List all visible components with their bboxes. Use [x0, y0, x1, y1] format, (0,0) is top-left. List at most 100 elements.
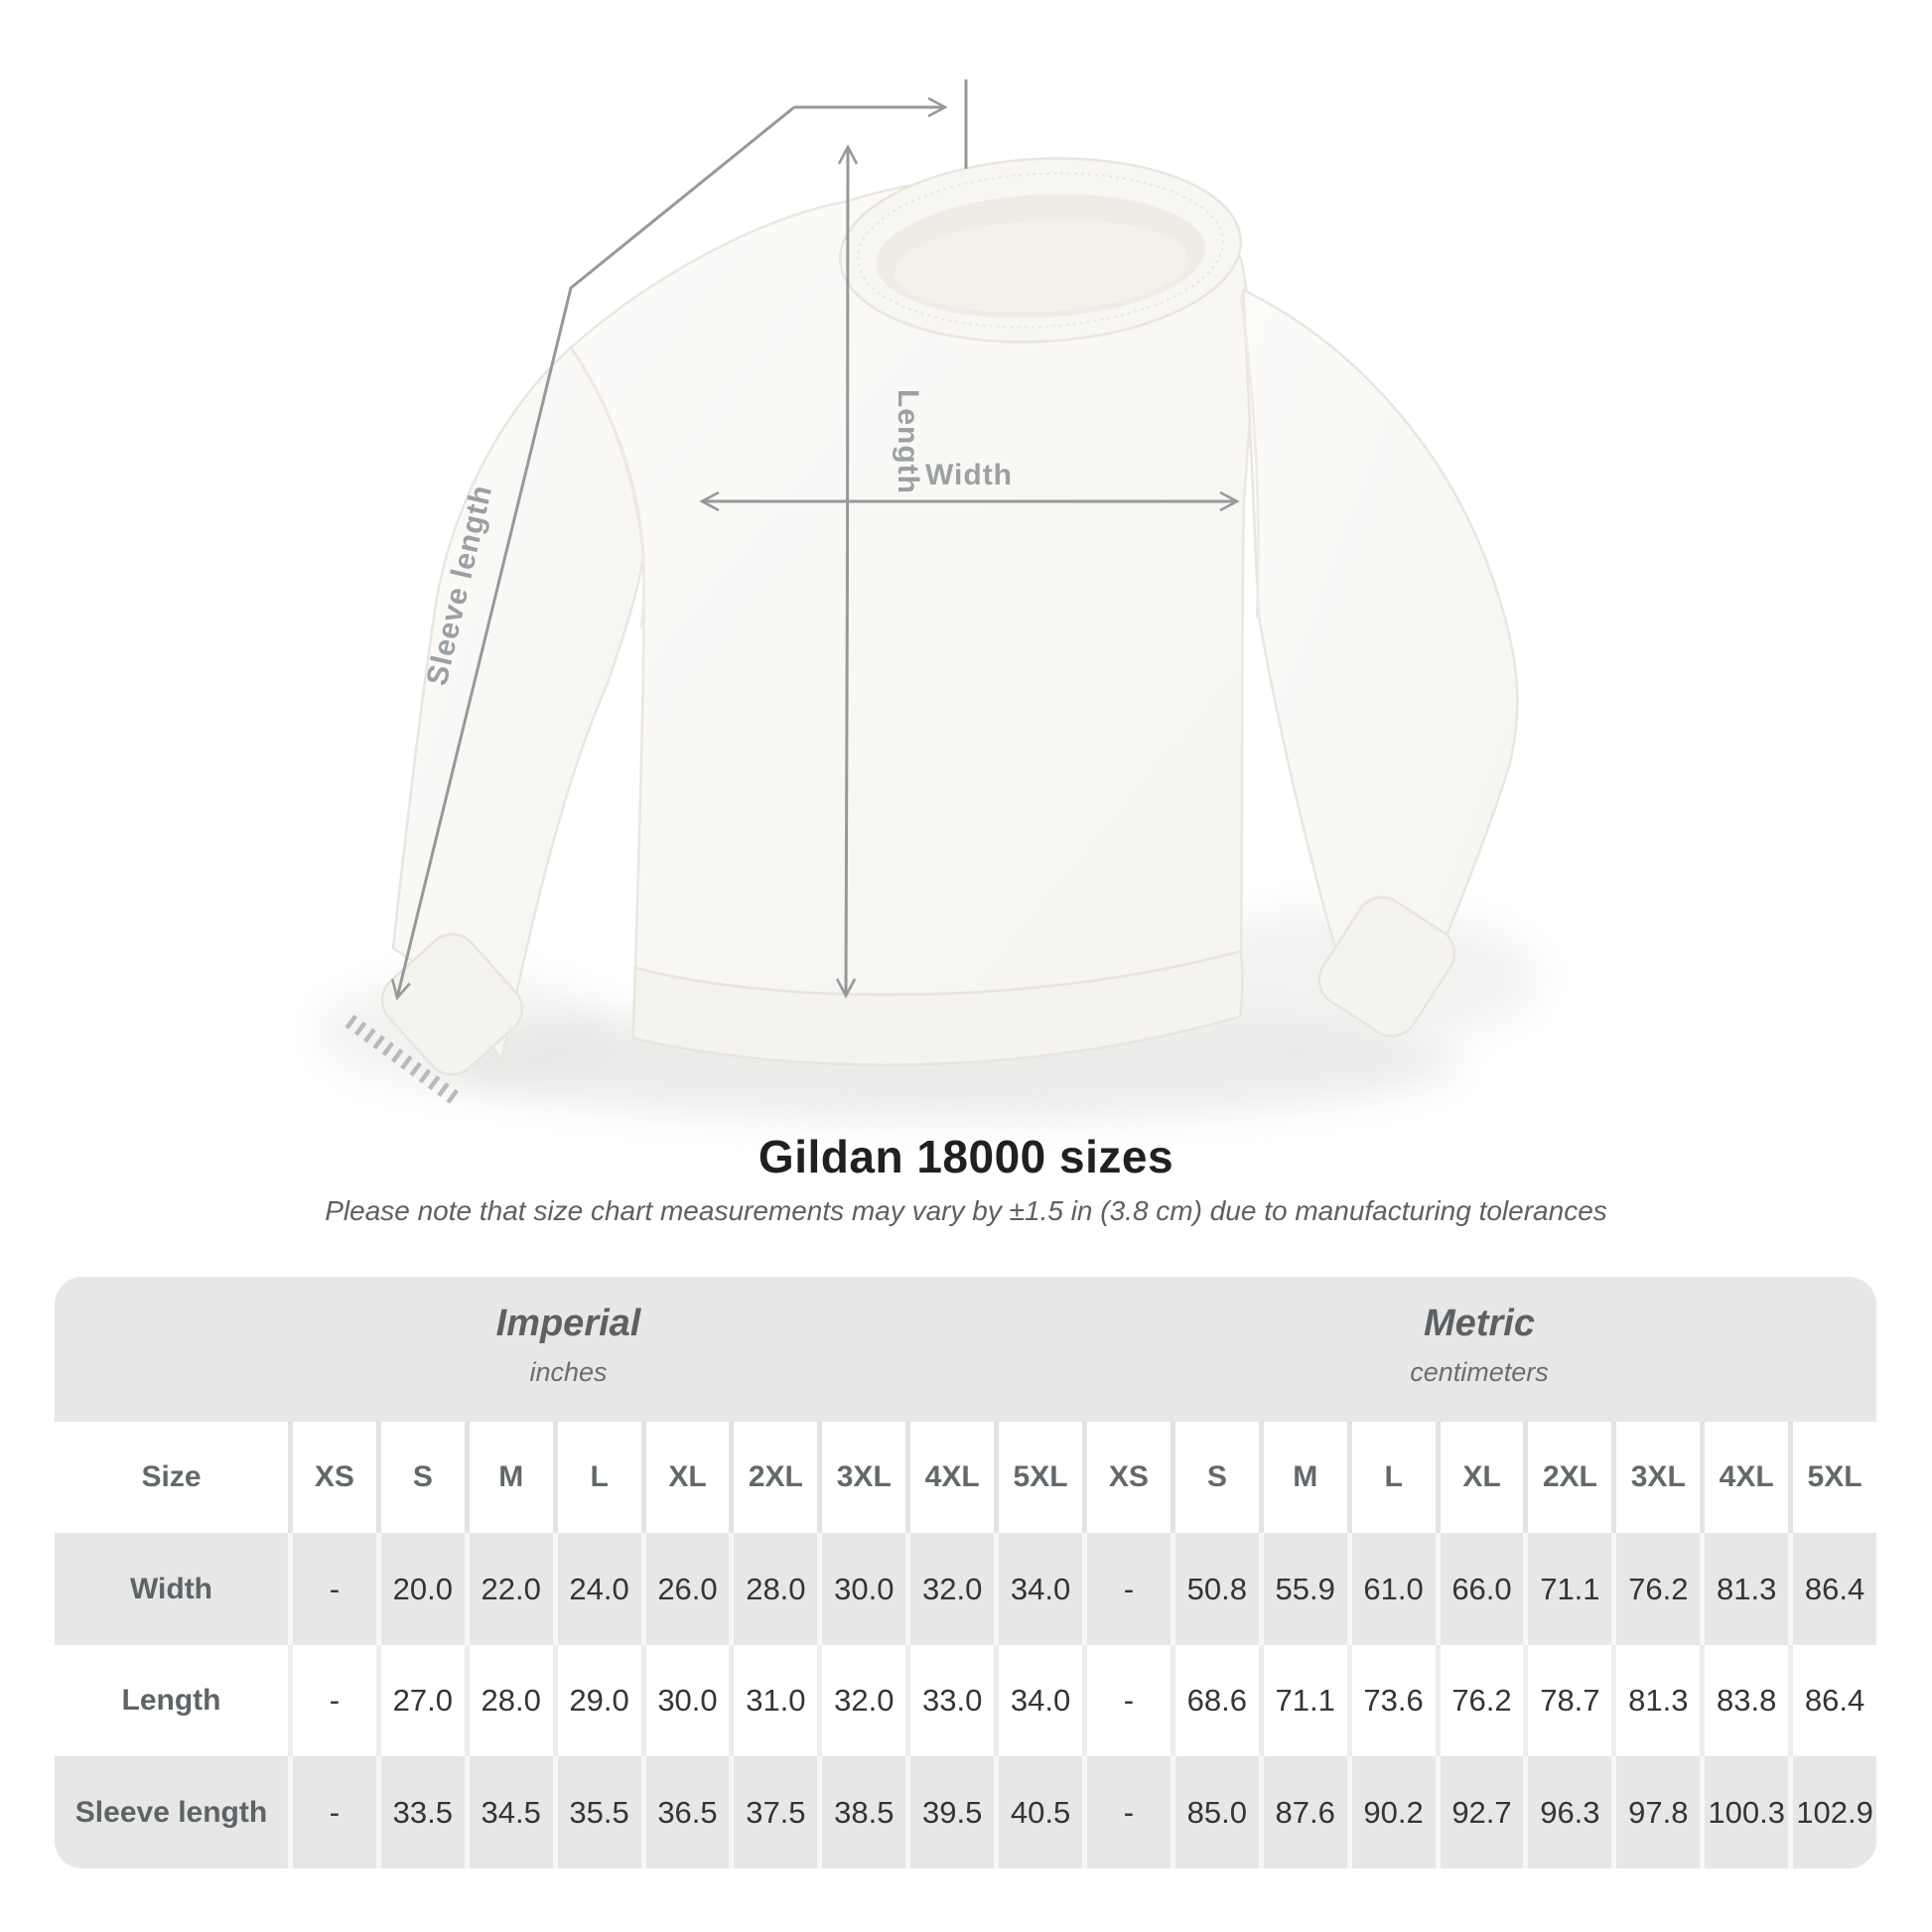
table-cell: 83.8: [1700, 1645, 1788, 1756]
dimension-lines: [345, 79, 1240, 1105]
length-line-down: [835, 565, 857, 999]
size-col-header: 5XL: [1788, 1422, 1876, 1533]
metric-header: Metric centimeters: [1082, 1277, 1876, 1418]
table-cell: -: [288, 1645, 376, 1756]
table-cell: 33.0: [905, 1645, 994, 1756]
size-col-header: L: [1346, 1422, 1436, 1533]
table-cell: 100.3: [1700, 1756, 1788, 1868]
size-col-header: XL: [1435, 1422, 1524, 1533]
table-cell: 55.9: [1258, 1533, 1347, 1645]
table-cell: 36.5: [640, 1756, 730, 1868]
unit-system-band: Imperial inches Metric centimeters: [55, 1277, 1876, 1422]
table-cell: 73.6: [1346, 1645, 1436, 1756]
table-cell: 40.5: [994, 1756, 1082, 1868]
imperial-header: Imperial inches: [55, 1277, 1082, 1418]
size-col-header: XS: [1081, 1422, 1171, 1533]
size-col-header: 3XL: [817, 1422, 905, 1533]
size-col-header: M: [464, 1422, 553, 1533]
table-cell: 24.0: [552, 1533, 641, 1645]
table-cell: 90.2: [1346, 1756, 1436, 1868]
table-cell: 87.6: [1258, 1756, 1347, 1868]
sleeve-length-line: [391, 105, 795, 1001]
table-cell: -: [1081, 1645, 1171, 1756]
sweatshirt-measurement-diagram: Length Width Sleeve length: [318, 79, 1539, 1120]
size-col-header: 4XL: [1700, 1422, 1788, 1533]
size-col-header: 4XL: [905, 1422, 994, 1533]
imperial-label: Imperial: [495, 1303, 641, 1344]
tolerance-note: Please note that size chart measurements…: [325, 1195, 1607, 1226]
table-cell: 76.2: [1435, 1645, 1524, 1756]
table-cell: 28.0: [464, 1645, 553, 1756]
size-col-header: XL: [640, 1422, 730, 1533]
table-cell: -: [1081, 1756, 1171, 1868]
right-armhole-seam: [1239, 295, 1260, 619]
table-cell: 31.0: [729, 1645, 817, 1756]
table-cell: 81.3: [1611, 1645, 1700, 1756]
imperial-unit-label: inches: [529, 1357, 608, 1387]
table-cell: 96.3: [1523, 1756, 1611, 1868]
table-cell: 30.0: [817, 1533, 905, 1645]
size-col-header: L: [552, 1422, 641, 1533]
table-cell: 35.5: [552, 1756, 641, 1868]
table-cell: 38.5: [817, 1756, 905, 1868]
sleeve-length-row: Sleeve length - 33.5 34.5 35.5 36.5 37.5…: [55, 1756, 1876, 1868]
size-col-header: XS: [288, 1422, 376, 1533]
table-cell: 27.0: [375, 1645, 465, 1756]
row-label: Sleeve length: [74, 1795, 268, 1829]
table-cell: 32.0: [905, 1533, 994, 1645]
table-cell: 102.9: [1788, 1756, 1876, 1868]
page-title: Gildan 18000 sizes: [758, 1131, 1174, 1182]
row-label: Width: [129, 1572, 213, 1605]
hem-band: [631, 949, 1244, 1066]
size-header-label: Size: [141, 1460, 202, 1493]
size-col-header: S: [375, 1422, 465, 1533]
table-cell: 34.0: [994, 1645, 1082, 1756]
table-cell: 66.0: [1435, 1533, 1524, 1645]
table-cell: 26.0: [640, 1533, 730, 1645]
table-cell: 34.0: [994, 1533, 1082, 1645]
right-cuff: [1317, 896, 1456, 1037]
width-row: Width - 20.0 22.0 24.0 26.0 28.0 30.0 32…: [55, 1533, 1876, 1645]
metric-label: Metric: [1424, 1303, 1535, 1344]
size-col-header: 3XL: [1611, 1422, 1700, 1533]
table-cell: 92.7: [1435, 1756, 1524, 1868]
size-col-header: M: [1258, 1422, 1347, 1533]
table-cell: 28.0: [729, 1533, 817, 1645]
table-cell: -: [288, 1533, 376, 1645]
length-line-up: [837, 144, 859, 567]
length-row: Length - 27.0 28.0 29.0 30.0 31.0 32.0 3…: [55, 1645, 1876, 1756]
table-cell: 81.3: [1700, 1533, 1788, 1645]
table-cell: 30.0: [640, 1645, 730, 1756]
table-cell: 71.1: [1258, 1645, 1347, 1756]
collar: [838, 157, 1243, 344]
metric-unit-label: centimeters: [1410, 1357, 1549, 1387]
table-cell: 29.0: [552, 1645, 641, 1756]
table-cell: 20.0: [375, 1533, 465, 1645]
table-cell: 78.7: [1523, 1645, 1611, 1756]
table-cell: 76.2: [1611, 1533, 1700, 1645]
table-cell: 37.5: [729, 1756, 817, 1868]
size-col-header: 2XL: [729, 1422, 817, 1533]
left-armhole-seam: [574, 352, 645, 628]
sweatshirt-photo: [380, 157, 1519, 1076]
table-cell: 97.8: [1611, 1756, 1700, 1868]
table-cell: 86.4: [1788, 1645, 1876, 1756]
table-cell: 61.0: [1346, 1533, 1436, 1645]
table-cell: 33.5: [375, 1756, 465, 1868]
table-cell: 50.8: [1170, 1533, 1259, 1645]
table-cell: 39.5: [905, 1756, 994, 1868]
left-cuff: [380, 932, 523, 1076]
size-col-header: S: [1170, 1422, 1259, 1533]
table-cell: 71.1: [1523, 1533, 1611, 1645]
table-cell: 22.0: [464, 1533, 553, 1645]
length-dimension-label: Length: [892, 389, 924, 494]
size-col-header: 5XL: [994, 1422, 1082, 1533]
table-cell: 68.6: [1170, 1645, 1259, 1756]
table-cell: -: [288, 1756, 376, 1868]
width-dimension-label: Width: [925, 459, 1013, 491]
size-header-row: Size XS S M L XL 2XL 3XL 4XL 5XL XS S M …: [55, 1422, 1876, 1533]
size-col-header: 2XL: [1523, 1422, 1611, 1533]
table-cell: 85.0: [1170, 1756, 1259, 1868]
table-cell: 86.4: [1788, 1533, 1876, 1645]
table-cell: -: [1081, 1533, 1171, 1645]
